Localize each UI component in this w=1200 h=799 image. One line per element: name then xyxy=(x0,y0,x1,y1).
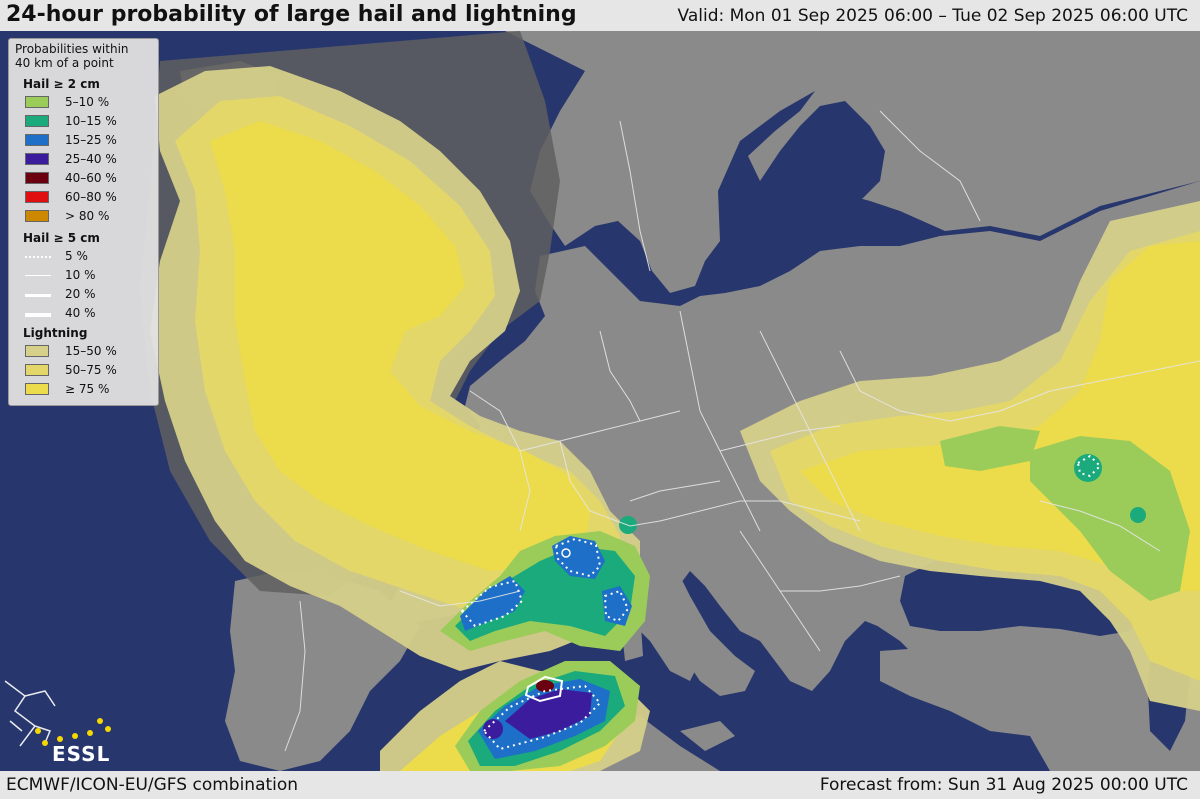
essl-logo-text: ESSL xyxy=(52,742,111,766)
legend-swatch xyxy=(25,210,49,222)
hail5-5pct-corsica xyxy=(603,589,630,623)
hail5-10pct-alps xyxy=(561,548,571,558)
essl-lightning-bolt-icon xyxy=(4,680,56,747)
hail2-15-25-corsica xyxy=(602,586,632,626)
footer-bar: ECMWF/ICON-EU/GFS combination Forecast f… xyxy=(0,771,1200,799)
hail5-10pct-core xyxy=(524,675,564,703)
legend-contour-line xyxy=(25,294,51,297)
legend-label: 5 % xyxy=(65,249,88,263)
legend-label: 50–75 % xyxy=(65,363,117,377)
legend-contour-line xyxy=(25,256,51,258)
legend-swatch xyxy=(25,172,49,184)
hail5-5pct-balearic xyxy=(482,684,602,751)
hail2-25-40-balearic xyxy=(505,689,592,739)
sea-baltic-north xyxy=(720,101,885,286)
legend-swatch xyxy=(25,115,49,127)
legend-label: 20 % xyxy=(65,287,96,301)
forecast-map[interactable] xyxy=(0,31,1200,771)
legend-label: 60–80 % xyxy=(65,190,117,204)
legend-contour-line xyxy=(25,313,51,317)
country-borders xyxy=(284,110,1200,752)
legend-label: 10 % xyxy=(65,268,96,282)
legend-swatch xyxy=(25,364,49,376)
land-anatolia xyxy=(880,646,1150,771)
hail5-5pct-gulf-of-lion xyxy=(460,579,524,628)
legend-label: 25–40 % xyxy=(65,152,117,166)
legend-label: 40 % xyxy=(65,306,96,320)
legend-contour-line xyxy=(25,275,51,276)
legend-label: 10–15 % xyxy=(65,114,117,128)
legend-label: > 80 % xyxy=(65,209,110,223)
legend-hail5-title: Hail ≥ 5 cm xyxy=(23,231,100,245)
title-bar: 24-hour probability of large hail and li… xyxy=(0,0,1200,31)
legend-label: ≥ 75 % xyxy=(65,382,110,396)
legend-swatch xyxy=(25,191,49,203)
map-legend: Probabilities within 40 km of a point Ha… xyxy=(8,38,159,406)
hail2-40-60-core xyxy=(536,680,554,692)
legend-swatch xyxy=(25,345,49,357)
legend-label: 40–60 % xyxy=(65,171,117,185)
hail2-5-10-east xyxy=(940,426,1040,471)
legend-swatch xyxy=(25,134,49,146)
legend-intro-line-1: Probabilities within xyxy=(15,42,129,56)
legend-label: 5–10 % xyxy=(65,95,110,109)
hail2-10-15-spot-caucasus xyxy=(1130,507,1146,523)
legend-swatch xyxy=(25,153,49,165)
legend-lightning-title: Lightning xyxy=(23,326,88,340)
hail5-5pct-east xyxy=(1076,454,1102,478)
legend-intro-line-2: 40 km of a point xyxy=(15,56,114,70)
hail2-15-25-alps xyxy=(552,536,605,579)
map-title: 24-hour probability of large hail and li… xyxy=(6,2,577,27)
legend-label: 15–50 % xyxy=(65,344,117,358)
land-sicily xyxy=(680,721,735,751)
legend-swatch xyxy=(25,96,49,108)
legend-label: 15–25 % xyxy=(65,133,117,147)
hail2-10-15-spot-east xyxy=(1074,454,1102,482)
model-combination: ECMWF/ICON-EU/GFS combination xyxy=(6,775,299,795)
lightning-75-west xyxy=(210,121,590,571)
valid-period: Valid: Mon 01 Sep 2025 06:00 – Tue 02 Se… xyxy=(677,6,1188,26)
hail2-15-25-gulf-of-lion xyxy=(460,576,525,631)
essl-stars-icon xyxy=(35,718,111,746)
hail2-5-10-caucasus xyxy=(1030,436,1190,601)
legend-hail2-title: Hail ≥ 2 cm xyxy=(23,77,100,91)
hail2-25-40-spot xyxy=(483,719,503,739)
legend-swatch xyxy=(25,383,49,395)
land-italy xyxy=(625,551,755,696)
forecast-issue-time: Forecast from: Sun 31 Aug 2025 00:00 UTC xyxy=(819,775,1188,795)
